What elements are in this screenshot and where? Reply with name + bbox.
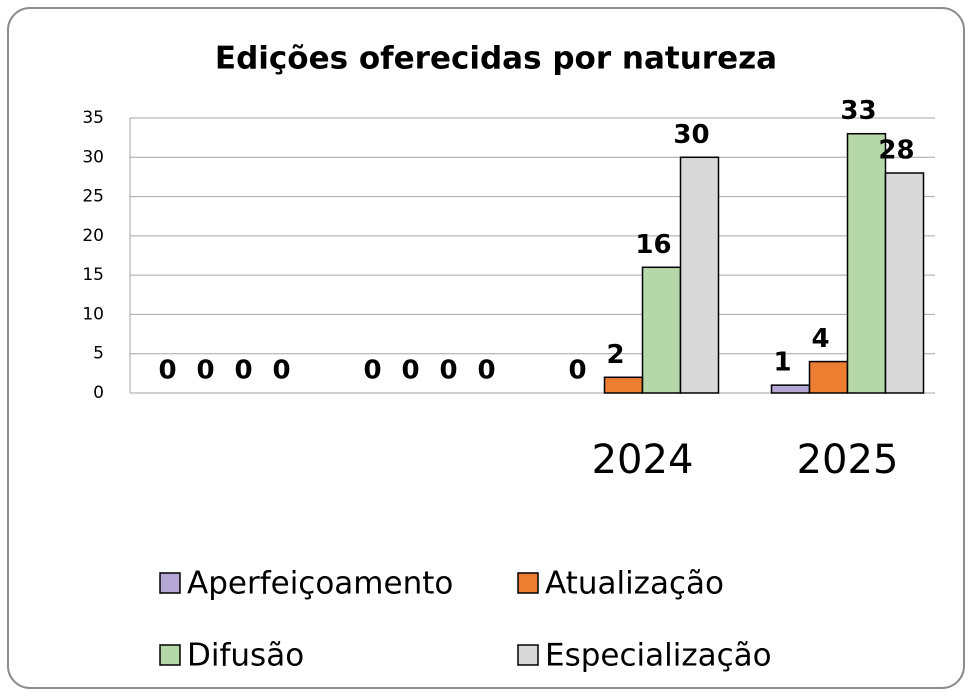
bar (846, 132, 887, 394)
data-label: 28 (878, 136, 914, 166)
y-tick-label: 20 (82, 226, 104, 246)
data-label: 0 (439, 356, 457, 386)
y-tick-label: 5 (93, 344, 104, 364)
legend-label: Aperfeiçoamento (187, 566, 453, 602)
y-tick-label: 15 (82, 265, 104, 285)
chart-title: Edições oferecidas por natureza (215, 41, 777, 77)
bar (641, 266, 682, 394)
data-label: 0 (196, 356, 214, 386)
legend-label: Especialização (545, 638, 772, 674)
legend-swatch (517, 644, 539, 666)
bar (770, 384, 811, 394)
y-tick-label: 35 (82, 108, 104, 128)
data-label: 0 (363, 356, 381, 386)
legend-swatch (159, 572, 181, 594)
y-tick-label: 30 (82, 147, 104, 167)
data-label: 2 (606, 340, 624, 370)
legend-label: Atualização (545, 566, 724, 602)
legend-swatch (517, 572, 539, 594)
data-label: 0 (234, 356, 252, 386)
legend-label: Difusão (187, 638, 304, 674)
bar (679, 156, 720, 394)
x-tick-label: 2025 (797, 437, 899, 483)
data-label: 30 (673, 120, 709, 150)
y-tick-label: 0 (93, 383, 104, 403)
data-label: 0 (477, 356, 495, 386)
data-label: 1 (773, 348, 791, 378)
y-tick-label: 25 (82, 187, 104, 207)
bar (808, 360, 849, 394)
bar (603, 376, 644, 394)
y-tick-label: 10 (82, 304, 104, 324)
legend-swatch (159, 644, 181, 666)
data-label: 0 (272, 356, 290, 386)
data-label: 0 (568, 356, 586, 386)
bar (884, 172, 925, 394)
x-tick-label: 2024 (592, 437, 694, 483)
data-label: 0 (158, 356, 176, 386)
data-label: 16 (635, 230, 671, 260)
data-label: 4 (811, 324, 829, 354)
data-label: 0 (401, 356, 419, 386)
data-label: 33 (840, 96, 876, 126)
chart-frame (7, 7, 965, 689)
